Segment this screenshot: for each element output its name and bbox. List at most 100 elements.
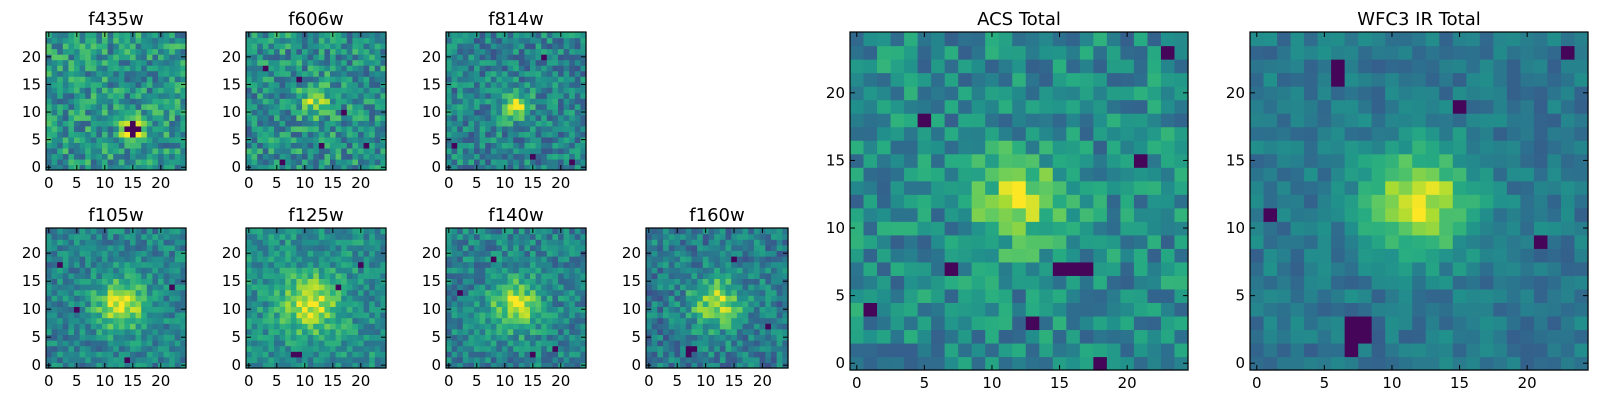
pixel [246,267,253,274]
pixel [290,48,297,55]
pixel [446,142,453,149]
pixel [685,362,693,369]
pixel [850,342,865,358]
pixel [380,244,387,251]
pixel [107,147,114,155]
pixel [279,295,286,302]
pixel [358,306,365,313]
pixel [296,323,303,330]
pixel [324,323,331,330]
pixel [518,306,525,313]
pixel [374,131,381,138]
x-tick-label: 15 [724,372,743,390]
pixel [748,306,755,313]
pixel [685,306,693,313]
pixel [524,37,531,44]
pixel [380,153,387,160]
pixel [971,194,986,209]
pixel [782,312,789,319]
pixel [313,54,320,61]
pixel [107,244,114,251]
pixel [719,233,727,240]
pixel [152,32,159,39]
pixel [479,120,486,127]
pixel [262,306,269,313]
pixel [268,317,275,324]
pixel [124,300,131,307]
pixel [563,334,570,341]
pixel [748,239,755,246]
pixel [51,70,58,77]
pixel [651,362,658,369]
pixel [748,295,755,302]
pixel [290,142,297,149]
pixel [74,256,81,263]
pixel [335,284,342,291]
pixel [279,256,286,263]
pixel [285,125,292,132]
pixel [46,142,53,149]
pixel [358,81,365,88]
pixel [135,81,142,88]
pixel [330,351,337,358]
pixel [62,256,69,263]
pixel [369,37,376,44]
pixel [890,315,905,331]
pixel [268,76,275,83]
pixel [96,261,103,268]
pixel [697,362,704,369]
pixel [118,244,125,251]
pixel [552,284,559,291]
pixel [1012,356,1027,371]
pixel [468,158,475,166]
pixel [152,340,159,347]
pixel [451,43,458,50]
pixel [51,267,58,274]
pixel [1106,302,1121,317]
pixel [1012,261,1027,276]
pixel [279,164,286,171]
pixel [146,362,153,369]
pixel [96,142,103,149]
pixel [102,289,109,296]
pixel [113,32,120,39]
pixel [524,334,531,341]
pixel [765,228,772,235]
pixel [1025,302,1040,317]
pixel [507,136,514,143]
pixel [457,125,464,132]
pixel [490,153,497,160]
pixel [496,70,503,77]
pixel [152,295,159,302]
pixel [479,351,486,358]
pixel [714,351,721,358]
pixel [46,37,53,44]
pixel [369,317,376,324]
pixel [904,356,919,371]
pixel [479,233,486,240]
pixel [90,334,97,341]
pixel [558,92,565,99]
pixel [163,334,170,341]
pixel [446,351,453,358]
pixel [890,248,905,263]
pixel [62,284,69,291]
pixel [446,317,453,324]
pixel [524,356,531,363]
pixel [369,345,376,352]
pixel [146,43,153,50]
pixel [57,323,64,330]
pixel [341,228,348,235]
pixel [296,48,303,55]
pixel [524,300,531,307]
pixel [257,32,264,39]
pixel [163,328,170,335]
pixel [569,351,576,358]
pixel [107,164,114,171]
pixel [268,65,275,72]
pixel [474,43,481,50]
pixel [262,59,269,66]
pixel [285,54,292,61]
pixel [141,261,148,268]
